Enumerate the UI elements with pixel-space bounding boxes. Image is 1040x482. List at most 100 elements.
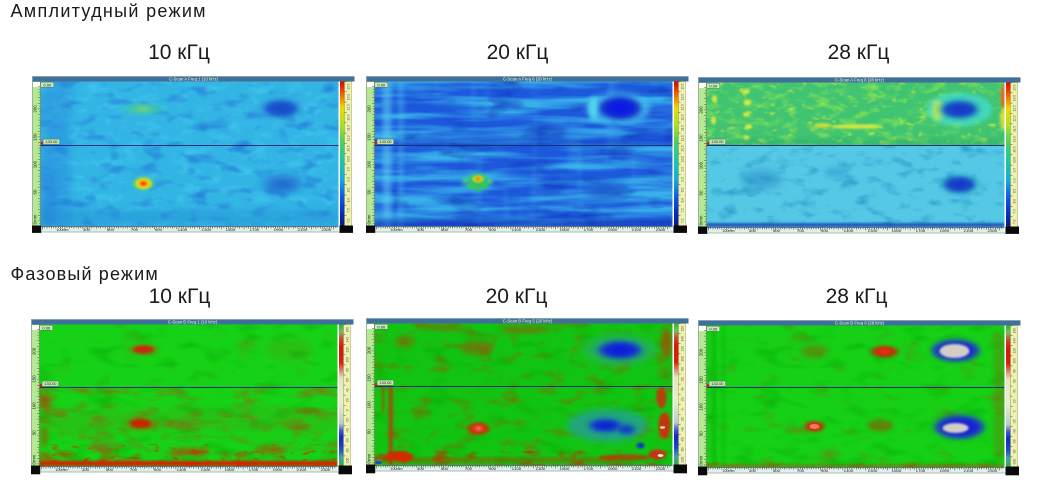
- svg-text:500: 500: [773, 469, 780, 473]
- svg-text:100mm: 100mm: [723, 469, 735, 473]
- svg-text:1500: 1500: [559, 467, 569, 471]
- svg-text:50: 50: [32, 189, 37, 194]
- svg-text:140: 140: [1012, 338, 1016, 344]
- svg-text:80: 80: [1012, 369, 1016, 373]
- svg-text:133.00: 133.00: [379, 139, 392, 144]
- svg-text:300: 300: [416, 228, 423, 232]
- svg-text:10.5: 10.5: [346, 145, 350, 151]
- svg-text:1500: 1500: [559, 228, 569, 232]
- svg-text:-60: -60: [680, 437, 684, 442]
- svg-text:12.0: 12.0: [680, 114, 684, 120]
- svg-text:2100: 2100: [964, 469, 974, 473]
- svg-text:700: 700: [797, 229, 804, 233]
- svg-text:0.00: 0.00: [43, 82, 52, 87]
- svg-text:11.0: 11.0: [1012, 136, 1016, 142]
- svg-text:1500: 1500: [892, 229, 902, 233]
- svg-text:1100: 1100: [844, 229, 854, 233]
- svg-text:1300: 1300: [535, 467, 545, 471]
- svg-text:0: 0: [345, 409, 349, 411]
- svg-text:2300: 2300: [988, 229, 998, 233]
- svg-text:7.5: 7.5: [1012, 209, 1016, 214]
- svg-text:1300: 1300: [201, 468, 211, 472]
- svg-text:150: 150: [699, 376, 704, 384]
- svg-text:120: 120: [1012, 348, 1016, 354]
- svg-text:8.0: 8.0: [1012, 198, 1016, 203]
- svg-text:500: 500: [106, 228, 113, 232]
- svg-text:1500: 1500: [892, 469, 902, 473]
- svg-text:100: 100: [366, 160, 371, 168]
- svg-text:0mm: 0mm: [32, 454, 37, 464]
- svg-text:10.5: 10.5: [680, 145, 684, 151]
- svg-text:100mm: 100mm: [390, 467, 402, 471]
- svg-text:50: 50: [699, 431, 704, 436]
- svg-text:150: 150: [32, 132, 37, 140]
- svg-text:20: 20: [680, 397, 684, 401]
- svg-text:200: 200: [699, 105, 704, 113]
- svg-text:0: 0: [1012, 410, 1016, 412]
- svg-text:-20: -20: [1012, 419, 1016, 424]
- svg-text:8.5: 8.5: [680, 187, 684, 192]
- svg-text:300: 300: [416, 467, 423, 471]
- svg-text:12.0: 12.0: [346, 114, 350, 120]
- svg-text:60: 60: [345, 378, 349, 382]
- svg-text:150: 150: [366, 373, 371, 381]
- svg-text:0.00: 0.00: [42, 325, 51, 330]
- svg-text:80: 80: [680, 367, 684, 371]
- svg-text:60: 60: [680, 377, 684, 381]
- svg-text:50: 50: [366, 189, 371, 194]
- svg-text:C-Scan B Freq 1 (10 kHz): C-Scan B Freq 1 (10 kHz): [168, 319, 218, 324]
- svg-text:100: 100: [699, 403, 704, 411]
- svg-text:700: 700: [464, 228, 471, 232]
- svg-text:10.5: 10.5: [1012, 146, 1016, 152]
- svg-text:80: 80: [345, 368, 349, 372]
- svg-text:700: 700: [130, 468, 137, 472]
- svg-text:10.0: 10.0: [1012, 156, 1016, 162]
- svg-text:100: 100: [699, 161, 704, 169]
- svg-text:-80: -80: [1012, 449, 1016, 454]
- svg-text:2100: 2100: [297, 228, 307, 232]
- svg-text:100mm: 100mm: [56, 228, 68, 232]
- svg-text:100: 100: [32, 401, 37, 409]
- svg-text:1900: 1900: [940, 229, 950, 233]
- svg-text:13.5: 13.5: [346, 83, 350, 89]
- svg-text:40: 40: [680, 387, 684, 391]
- svg-text:700: 700: [130, 228, 137, 232]
- svg-text:1900: 1900: [940, 469, 950, 473]
- svg-text:1100: 1100: [511, 467, 521, 471]
- svg-text:11.0: 11.0: [680, 135, 684, 141]
- svg-text:13.5: 13.5: [680, 83, 684, 89]
- svg-text:2100: 2100: [631, 467, 641, 471]
- svg-text:100: 100: [1012, 358, 1016, 364]
- svg-text:9.5: 9.5: [346, 166, 350, 171]
- svg-text:700: 700: [797, 469, 804, 473]
- svg-text:-20: -20: [680, 416, 684, 421]
- svg-text:1900: 1900: [607, 228, 617, 232]
- svg-text:133.00: 133.00: [711, 139, 724, 144]
- svg-text:500: 500: [106, 468, 113, 472]
- svg-text:-60: -60: [345, 438, 349, 443]
- svg-text:160: 160: [1012, 328, 1016, 334]
- svg-text:2300: 2300: [988, 469, 998, 473]
- svg-text:9.0: 9.0: [680, 177, 684, 182]
- svg-text:1100: 1100: [177, 228, 187, 232]
- svg-text:13.0: 13.0: [1012, 94, 1016, 100]
- svg-text:120: 120: [680, 345, 684, 351]
- svg-text:12.0: 12.0: [1012, 115, 1016, 121]
- svg-text:1500: 1500: [225, 468, 235, 472]
- svg-text:1300: 1300: [201, 228, 211, 232]
- svg-text:500: 500: [440, 467, 447, 471]
- svg-text:1300: 1300: [535, 228, 545, 232]
- svg-text:1700: 1700: [916, 469, 926, 473]
- svg-text:150: 150: [366, 132, 371, 140]
- svg-text:0.00: 0.00: [709, 83, 718, 88]
- svg-text:0.00: 0.00: [377, 82, 386, 87]
- svg-text:2300: 2300: [655, 467, 665, 471]
- svg-text:160: 160: [680, 325, 684, 331]
- svg-text:200: 200: [32, 104, 37, 112]
- svg-text:1900: 1900: [273, 228, 283, 232]
- svg-text:60: 60: [1012, 379, 1016, 383]
- svg-text:300: 300: [82, 228, 89, 232]
- svg-text:11.5: 11.5: [346, 124, 350, 130]
- svg-text:10.0: 10.0: [346, 155, 350, 161]
- svg-text:7.5: 7.5: [346, 208, 350, 213]
